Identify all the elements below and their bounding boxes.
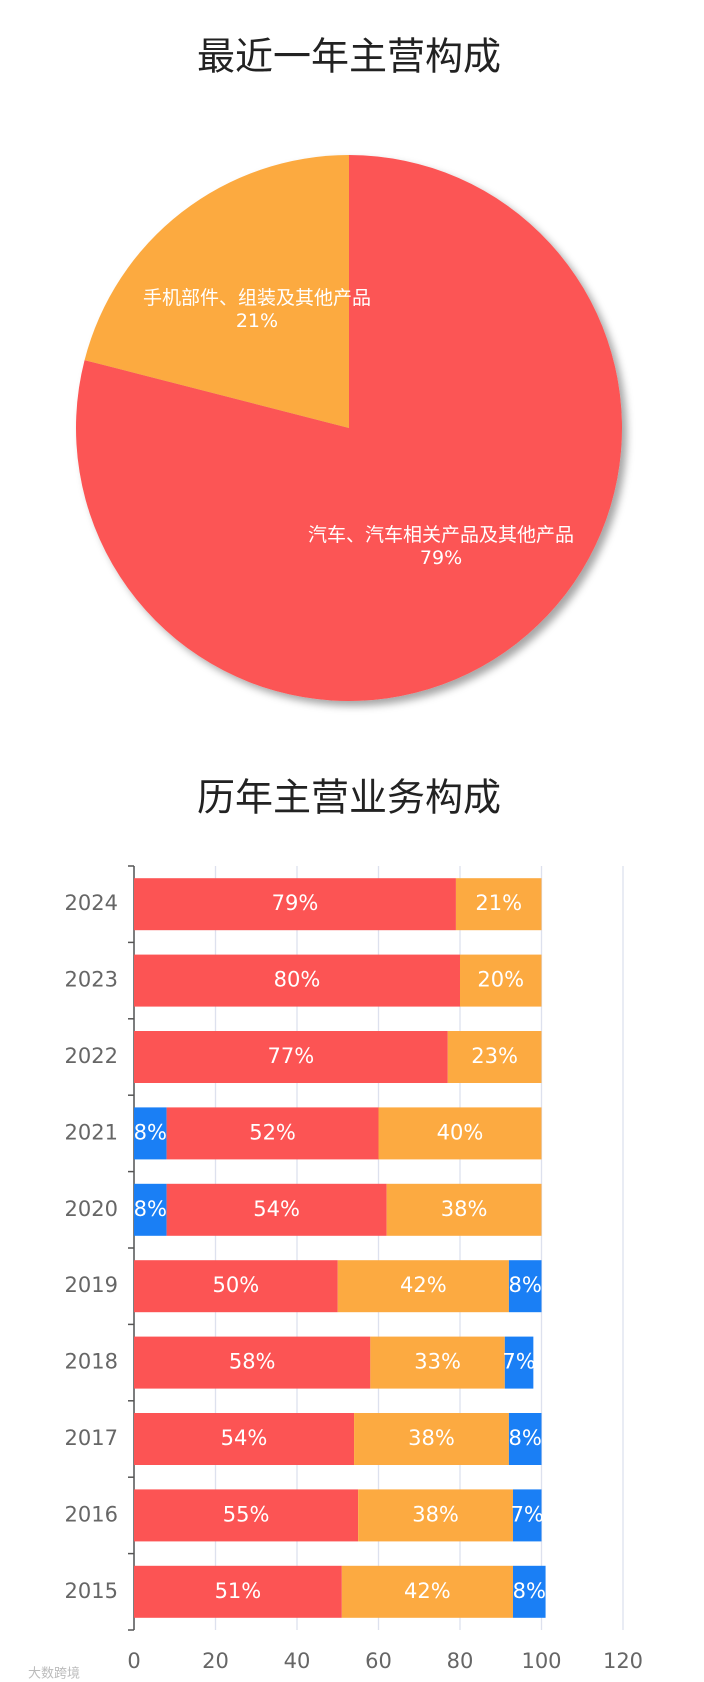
bar-segment (455, 878, 542, 931)
bar-segment (386, 1183, 542, 1236)
bar-segment (134, 954, 460, 1007)
bar-label: 8% (509, 1273, 542, 1297)
bar-segment (134, 1336, 371, 1389)
bar-label: 54% (253, 1197, 300, 1221)
bar-segment (166, 1183, 387, 1236)
bar-label: 79% (272, 891, 319, 915)
slice-name: 手机部件、组装及其他产品 (143, 287, 371, 309)
bar-segment (134, 1183, 167, 1236)
bar-segment (166, 1107, 379, 1160)
y-tick-label: 2019 (65, 1273, 118, 1297)
bar-segment (134, 1260, 338, 1313)
pie (76, 155, 622, 701)
slice-value: 79% (420, 547, 462, 569)
bar-segment (358, 1489, 513, 1542)
y-tick-label: 2021 (65, 1120, 118, 1144)
y-tick-label: 2020 (65, 1197, 118, 1221)
y-tick-label: 2024 (65, 891, 118, 915)
bar-label: 8% (509, 1426, 542, 1450)
bar-label: 77% (268, 1044, 315, 1068)
bar-segment (508, 1260, 542, 1313)
bar-label: 33% (414, 1350, 461, 1374)
bar-label: 8% (134, 1120, 167, 1144)
pie-slice (84, 155, 350, 428)
slice-name: 汽车、汽车相关产品及其他产品 (308, 524, 574, 546)
x-tick-label: 80 (447, 1649, 474, 1673)
bar-segment (134, 1031, 448, 1083)
bar-segment (134, 1565, 342, 1618)
bar-label: 42% (404, 1579, 451, 1603)
pie-slice (76, 155, 622, 701)
bar-segment (508, 1413, 542, 1465)
bar-label: 42% (400, 1273, 447, 1297)
bar-label: 38% (408, 1426, 455, 1450)
y-tick-label: 2015 (65, 1579, 118, 1603)
bar-segment (378, 1107, 542, 1160)
y-tick-label: 2016 (65, 1502, 118, 1526)
bar-segment (512, 1565, 546, 1618)
bar-segment (337, 1260, 509, 1313)
bar-label: 8% (513, 1579, 546, 1603)
x-tick-label: 60 (365, 1649, 392, 1673)
bar-label: 80% (274, 968, 321, 992)
bar-label: 20% (477, 968, 524, 992)
bar-segment (354, 1413, 509, 1465)
bar-label: 40% (437, 1120, 484, 1144)
bar-label: 7% (511, 1502, 544, 1526)
y-tick-label: 2022 (65, 1044, 118, 1068)
bar-label: 8% (134, 1197, 167, 1221)
y-tick-label: 2018 (65, 1350, 118, 1374)
bar-segment (341, 1565, 513, 1618)
bar-segment (370, 1336, 505, 1389)
x-tick-label: 100 (521, 1649, 561, 1673)
x-tick-label: 20 (202, 1649, 229, 1673)
bar-segment (504, 1336, 534, 1389)
bar-label: 38% (441, 1197, 488, 1221)
bar-label: 38% (412, 1502, 459, 1526)
y-tick-label: 2023 (65, 968, 118, 992)
bar-segment (447, 1031, 542, 1083)
bar-segment (134, 1489, 359, 1542)
bar-label: 23% (471, 1044, 518, 1068)
bar-label: 50% (213, 1273, 260, 1297)
bar-segment (512, 1489, 542, 1542)
slice-value: 21% (236, 310, 278, 332)
bar-label: 58% (229, 1350, 276, 1374)
bar-label: 21% (475, 891, 522, 915)
bar-label: 52% (249, 1120, 296, 1144)
bar-segment (460, 954, 542, 1007)
bar-segment (134, 878, 456, 931)
x-tick-label: 0 (127, 1649, 140, 1673)
bar-label: 7% (502, 1350, 535, 1374)
y-tick-label: 2017 (65, 1426, 118, 1450)
bar-label: 54% (221, 1426, 268, 1450)
bar-label: 51% (215, 1579, 262, 1603)
bar-title: 历年主营业务构成 (197, 776, 501, 820)
bar-segment (134, 1413, 355, 1465)
bar-label: 55% (223, 1502, 270, 1526)
x-tick-label: 40 (284, 1649, 311, 1673)
x-tick-label: 120 (603, 1649, 643, 1673)
bar-segment (134, 1107, 167, 1160)
pie-title: 最近一年主营构成 (197, 35, 501, 79)
watermark: 大数跨境 (28, 1667, 80, 1682)
